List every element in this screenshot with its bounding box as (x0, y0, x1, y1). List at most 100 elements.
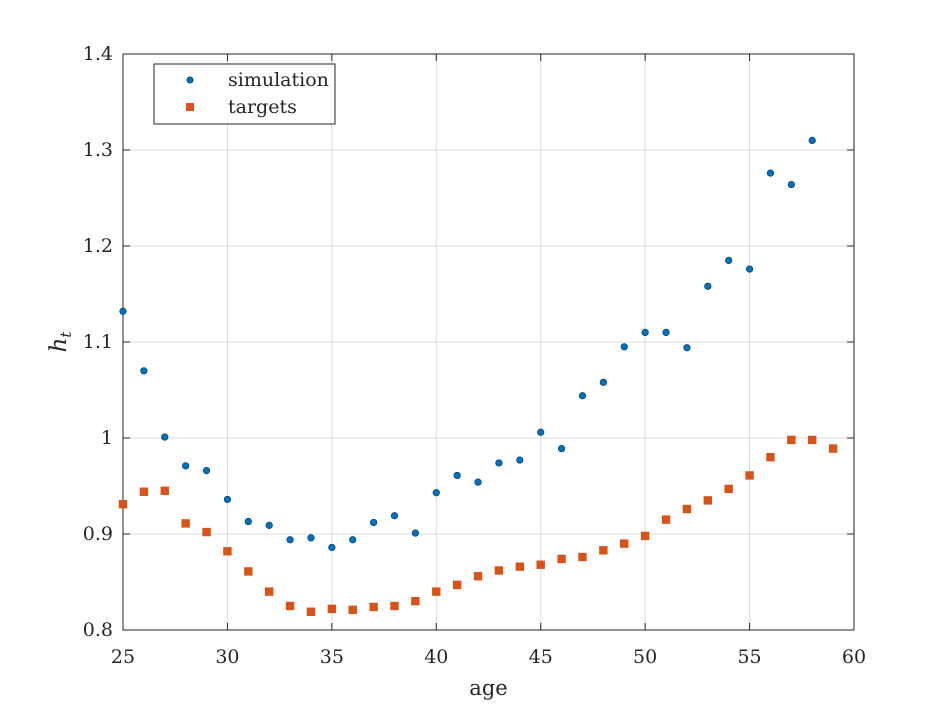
targets-point (348, 605, 357, 615)
targets-point (327, 604, 337, 614)
y-tick-label: 1.1 (83, 331, 113, 353)
legend: simulation targets (153, 63, 336, 125)
targets-point (411, 597, 420, 606)
y-tick-label: 1 (101, 427, 113, 449)
targets-point (724, 484, 733, 494)
x-tick-label: 30 (215, 646, 239, 668)
y-tick-label: 0.9 (83, 523, 113, 545)
simulation-point (495, 459, 503, 467)
simulation-point (244, 517, 252, 526)
y-axis-title: ht (46, 331, 75, 353)
y-tick-label: 1.2 (83, 235, 113, 257)
simulation-point (328, 543, 336, 552)
targets-point (306, 607, 316, 616)
targets-point (578, 552, 587, 562)
simulation-point (745, 265, 754, 273)
y-tick-label: 1.4 (83, 43, 113, 65)
simulation-point (202, 467, 211, 475)
simulation-point (787, 180, 795, 189)
simulation-point (286, 536, 294, 544)
simulation-point (641, 328, 649, 337)
targets-point (808, 435, 817, 445)
simulation-point (140, 367, 148, 375)
targets-point (828, 444, 838, 453)
targets-point (265, 587, 274, 596)
simulation-point (370, 518, 378, 527)
series-marks (118, 136, 838, 616)
targets-point (787, 435, 796, 445)
simulation-point (620, 343, 628, 351)
targets-point (620, 539, 629, 548)
grid (122, 53, 855, 631)
axis-ticks: 25 30 35 40 45 50 55 60 0.8 0.9 1 1.1 1.2 1.3 1.4 (83, 43, 866, 668)
targets-point (390, 601, 399, 611)
simulation-point (704, 282, 712, 290)
targets-point (118, 500, 128, 509)
simulation-point (432, 489, 440, 497)
simulation-point (411, 529, 420, 537)
y-tick-label: 1.3 (83, 139, 113, 161)
simulation-point (766, 169, 775, 177)
simulation-point (578, 392, 587, 400)
targets-point (661, 515, 671, 524)
targets-point (369, 602, 378, 612)
targets-point (181, 519, 190, 528)
simulation-point (808, 136, 816, 144)
targets-point (766, 453, 775, 462)
targets-point (515, 562, 525, 571)
x-tick-label: 35 (320, 646, 344, 668)
x-tick-label: 60 (842, 646, 866, 668)
simulation-point (182, 462, 190, 470)
simulation-point (453, 471, 461, 480)
simulation-point (557, 444, 566, 453)
targets-point (139, 487, 149, 496)
simulation-point (725, 256, 733, 265)
legend-label-simulation: simulation (228, 69, 329, 91)
targets-point (160, 486, 169, 495)
simulation-point (683, 344, 691, 352)
targets-point (682, 504, 692, 514)
x-axis-title: age (469, 676, 507, 700)
simulation-point (223, 495, 232, 504)
legend-marker-targets (186, 103, 194, 111)
legend-label-targets: targets (228, 96, 297, 118)
x-tick-label: 55 (737, 646, 761, 668)
targets-point (244, 567, 253, 576)
simulation-point (161, 433, 169, 441)
legend-box (153, 63, 336, 125)
legend-marker-simulation (186, 76, 194, 84)
targets-point (557, 554, 566, 564)
simulation-point (119, 307, 127, 315)
simulation-point (307, 534, 315, 542)
simulation-point (537, 428, 545, 436)
targets-point (640, 531, 650, 541)
targets-point (432, 587, 441, 596)
targets-point (494, 566, 504, 575)
targets-point (473, 572, 483, 581)
simulation-point (599, 378, 607, 386)
simulation-point (390, 512, 399, 520)
x-tick-label: 25 (111, 646, 135, 668)
x-tick-label: 40 (424, 646, 448, 668)
simulation-point (349, 536, 357, 544)
x-tick-label: 50 (633, 646, 657, 668)
targets-point (223, 547, 232, 556)
x-tick-label: 45 (529, 646, 553, 668)
targets-point (285, 601, 295, 611)
simulation-point (474, 478, 482, 486)
simulation-point (662, 328, 670, 337)
targets-point (745, 471, 754, 480)
targets-point (536, 560, 545, 569)
targets-point (599, 546, 608, 555)
y-axis-title-subscript: t (57, 331, 75, 338)
targets-point (452, 580, 462, 590)
y-axis-title-base: h (46, 338, 72, 353)
simulation-point (265, 521, 273, 529)
y-tick-label: 0.8 (83, 619, 113, 641)
simulation-point (516, 456, 524, 464)
targets-point (202, 527, 211, 537)
targets-point (703, 496, 712, 505)
